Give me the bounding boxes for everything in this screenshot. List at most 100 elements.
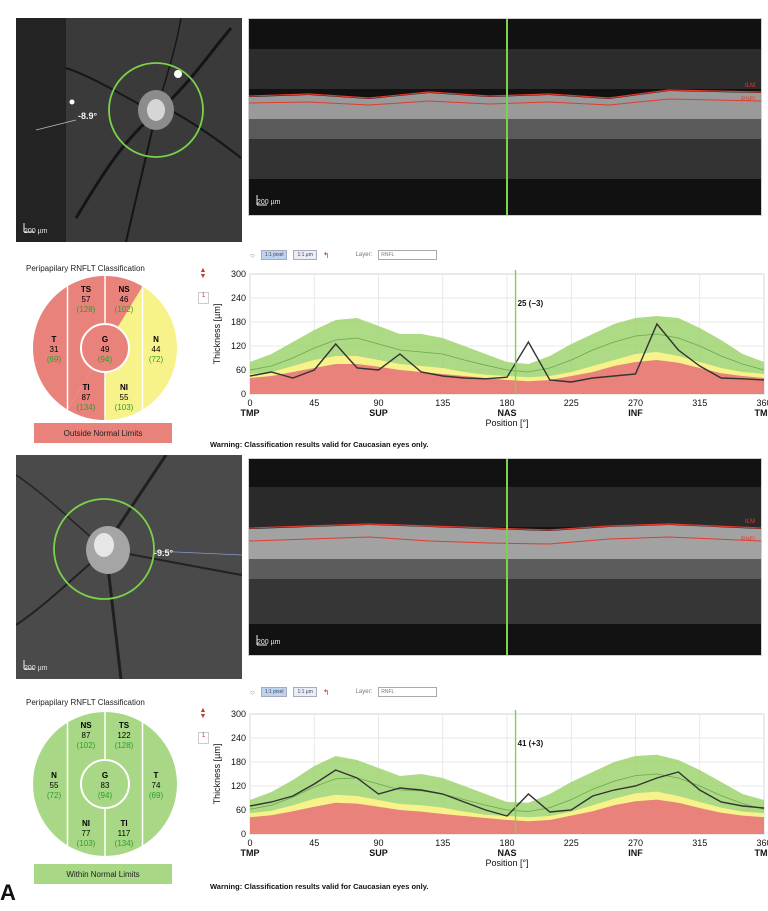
sector-value: 44 xyxy=(152,345,161,354)
sector-label: NS xyxy=(118,285,130,294)
x-tick-label: 90 xyxy=(373,838,383,848)
arrow-icon[interactable]: ○ xyxy=(250,687,255,697)
sector-value: 55 xyxy=(50,781,59,790)
layer-icon[interactable]: ↰ xyxy=(322,687,330,697)
sector-value: 117 xyxy=(118,829,131,838)
rnfl-label: RNFL xyxy=(741,537,757,543)
layer-select[interactable]: RNFL xyxy=(378,250,438,260)
sector-ref: (94) xyxy=(98,791,113,800)
sector-label: TI xyxy=(82,383,89,392)
micron-scale-button[interactable]: 1:1 µm xyxy=(293,250,317,260)
x-tick-label: 90 xyxy=(373,398,383,408)
toolbar-top: ○ 1:1 pixel 1:1 µm ↰ Layer: RNFL xyxy=(250,250,550,260)
x-tick-label: 135 xyxy=(435,398,450,408)
region-label: TMP xyxy=(241,408,260,418)
classification-chart-bottom: NS 87 (102) TS 122 (128) N 55 (72) G 83 … xyxy=(30,712,180,856)
sector-label: NI xyxy=(120,383,128,392)
up-down-arrows-icon[interactable]: ▲ ▼ xyxy=(199,707,207,720)
up-down-arrows-icon[interactable]: ▲ ▼ xyxy=(199,267,207,280)
region-label: INF xyxy=(628,848,643,858)
thickness-chart-top: 25 (−3) 0 60 120 180 240 300 0 45 90 135 180 225 270 3… xyxy=(208,266,768,440)
sector-label: TS xyxy=(81,285,92,294)
sector-label: T xyxy=(154,771,159,780)
thickness-chart-svg: 25 (−3) 0 60 120 180 240 300 0 45 90 135 180 225 270 3… xyxy=(212,269,768,428)
y-tick-label: 300 xyxy=(231,269,246,279)
warning-text: Warning: Classification results valid fo… xyxy=(210,440,429,449)
x-axis-label: Position [°] xyxy=(485,858,528,868)
sector-value: 122 xyxy=(117,731,131,740)
abnormal-band-area xyxy=(250,799,764,834)
bscan-image-top: ILM RNFL 200 µm xyxy=(248,18,762,216)
x-tick-label: 45 xyxy=(309,838,319,848)
sector-ref: (128) xyxy=(115,741,134,750)
mean-line xyxy=(249,773,765,813)
y-tick-label: 60 xyxy=(236,805,246,815)
region-label: TMP xyxy=(755,848,768,858)
y-axis-label: Thickness [µm] xyxy=(212,304,222,365)
sector-value: 57 xyxy=(82,295,91,304)
sector-ref: (72) xyxy=(47,791,62,800)
sector-label: T xyxy=(52,335,57,344)
y-tick-label: 60 xyxy=(236,365,246,375)
y-tick-label: 120 xyxy=(231,341,246,351)
thickness-chart-svg: 41 (+3) 0 60 120 180 240 300 0 45 90 135 180 225 270 3… xyxy=(212,709,768,868)
sector-ref: (94) xyxy=(98,355,113,364)
panel-letter: A xyxy=(0,880,16,905)
classification-title: Peripapilary RNFLT Classification xyxy=(26,264,145,273)
thickness-chart-bottom: 41 (+3) 0 60 120 180 240 300 0 45 90 135 180 225 270 3… xyxy=(208,706,768,882)
pixel-scale-button[interactable]: 1:1 pixel xyxy=(260,687,288,697)
y-tick-label: 180 xyxy=(231,317,246,327)
sector-ref: (134) xyxy=(115,839,134,848)
x-axis-label: Position [°] xyxy=(485,418,528,428)
region-label: TMP xyxy=(241,848,260,858)
classification-title: Peripapilary RNFLT Classification xyxy=(26,698,145,707)
sector-ref: (128) xyxy=(77,305,96,314)
y-tick-label: 240 xyxy=(231,293,246,303)
sector-label: N xyxy=(51,771,57,780)
layer-label: Layer: xyxy=(355,252,373,258)
classification-status: Within Normal Limits xyxy=(34,864,172,884)
region-label: TMP xyxy=(755,408,768,418)
bscan-svg-bottom xyxy=(249,459,761,655)
x-tick-label: 0 xyxy=(247,838,252,848)
y-axis-label: Thickness [µm] xyxy=(212,744,222,805)
sector-value: 77 xyxy=(82,829,91,838)
warning-text: Warning: Classification results valid fo… xyxy=(210,882,429,891)
cursor-label: 41 (+3) xyxy=(518,739,544,748)
rnfl-label: RNFL xyxy=(741,97,757,103)
sector-pie-bottom: NS 87 (102) TS 122 (128) N 55 (72) G 83 … xyxy=(33,712,177,856)
sector-label: TS xyxy=(119,721,130,730)
sector-value: 49 xyxy=(101,345,110,354)
x-tick-label: 270 xyxy=(628,398,643,408)
sector-value: 31 xyxy=(50,345,59,354)
arrow-icon[interactable]: ○ xyxy=(250,250,255,260)
layer-select[interactable]: RNFL xyxy=(378,687,438,697)
y-tick-label: 180 xyxy=(231,757,246,767)
x-tick-label: 0 xyxy=(247,398,252,408)
x-tick-label: 225 xyxy=(564,838,579,848)
y-tick-label: 120 xyxy=(231,781,246,791)
side-number-box[interactable]: 1 xyxy=(198,732,209,744)
scale-bar-label: 200 µm xyxy=(257,639,281,646)
pixel-scale-button[interactable]: 1:1 pixel xyxy=(260,250,288,260)
sector-value: 74 xyxy=(152,781,161,790)
x-tick-label: 225 xyxy=(564,398,579,408)
ilm-label: ILM xyxy=(745,519,756,525)
micron-scale-button[interactable]: 1:1 µm xyxy=(293,687,317,697)
scale-bar-label: 200 µm xyxy=(24,665,48,672)
measured-line xyxy=(249,769,765,817)
layer-icon[interactable]: ↰ xyxy=(322,250,330,260)
sector-ref: (102) xyxy=(77,741,96,750)
classification-status: Outside Normal Limits xyxy=(34,423,172,443)
side-number-box[interactable]: 1 xyxy=(198,292,209,304)
bscan-image-bottom: ILM RNFL 200 µm xyxy=(248,458,762,656)
region-label: SUP xyxy=(369,408,388,418)
x-tick-label: 315 xyxy=(692,838,707,848)
sector-label: N xyxy=(153,335,159,344)
sector-label: G xyxy=(102,335,108,344)
abnormal-band-area xyxy=(250,360,764,394)
sector-ref: (69) xyxy=(47,355,62,364)
sector-value: 46 xyxy=(120,295,129,304)
fundus-image-top: -8.9° 200 µm xyxy=(16,18,242,242)
sector-value: 87 xyxy=(82,393,91,402)
